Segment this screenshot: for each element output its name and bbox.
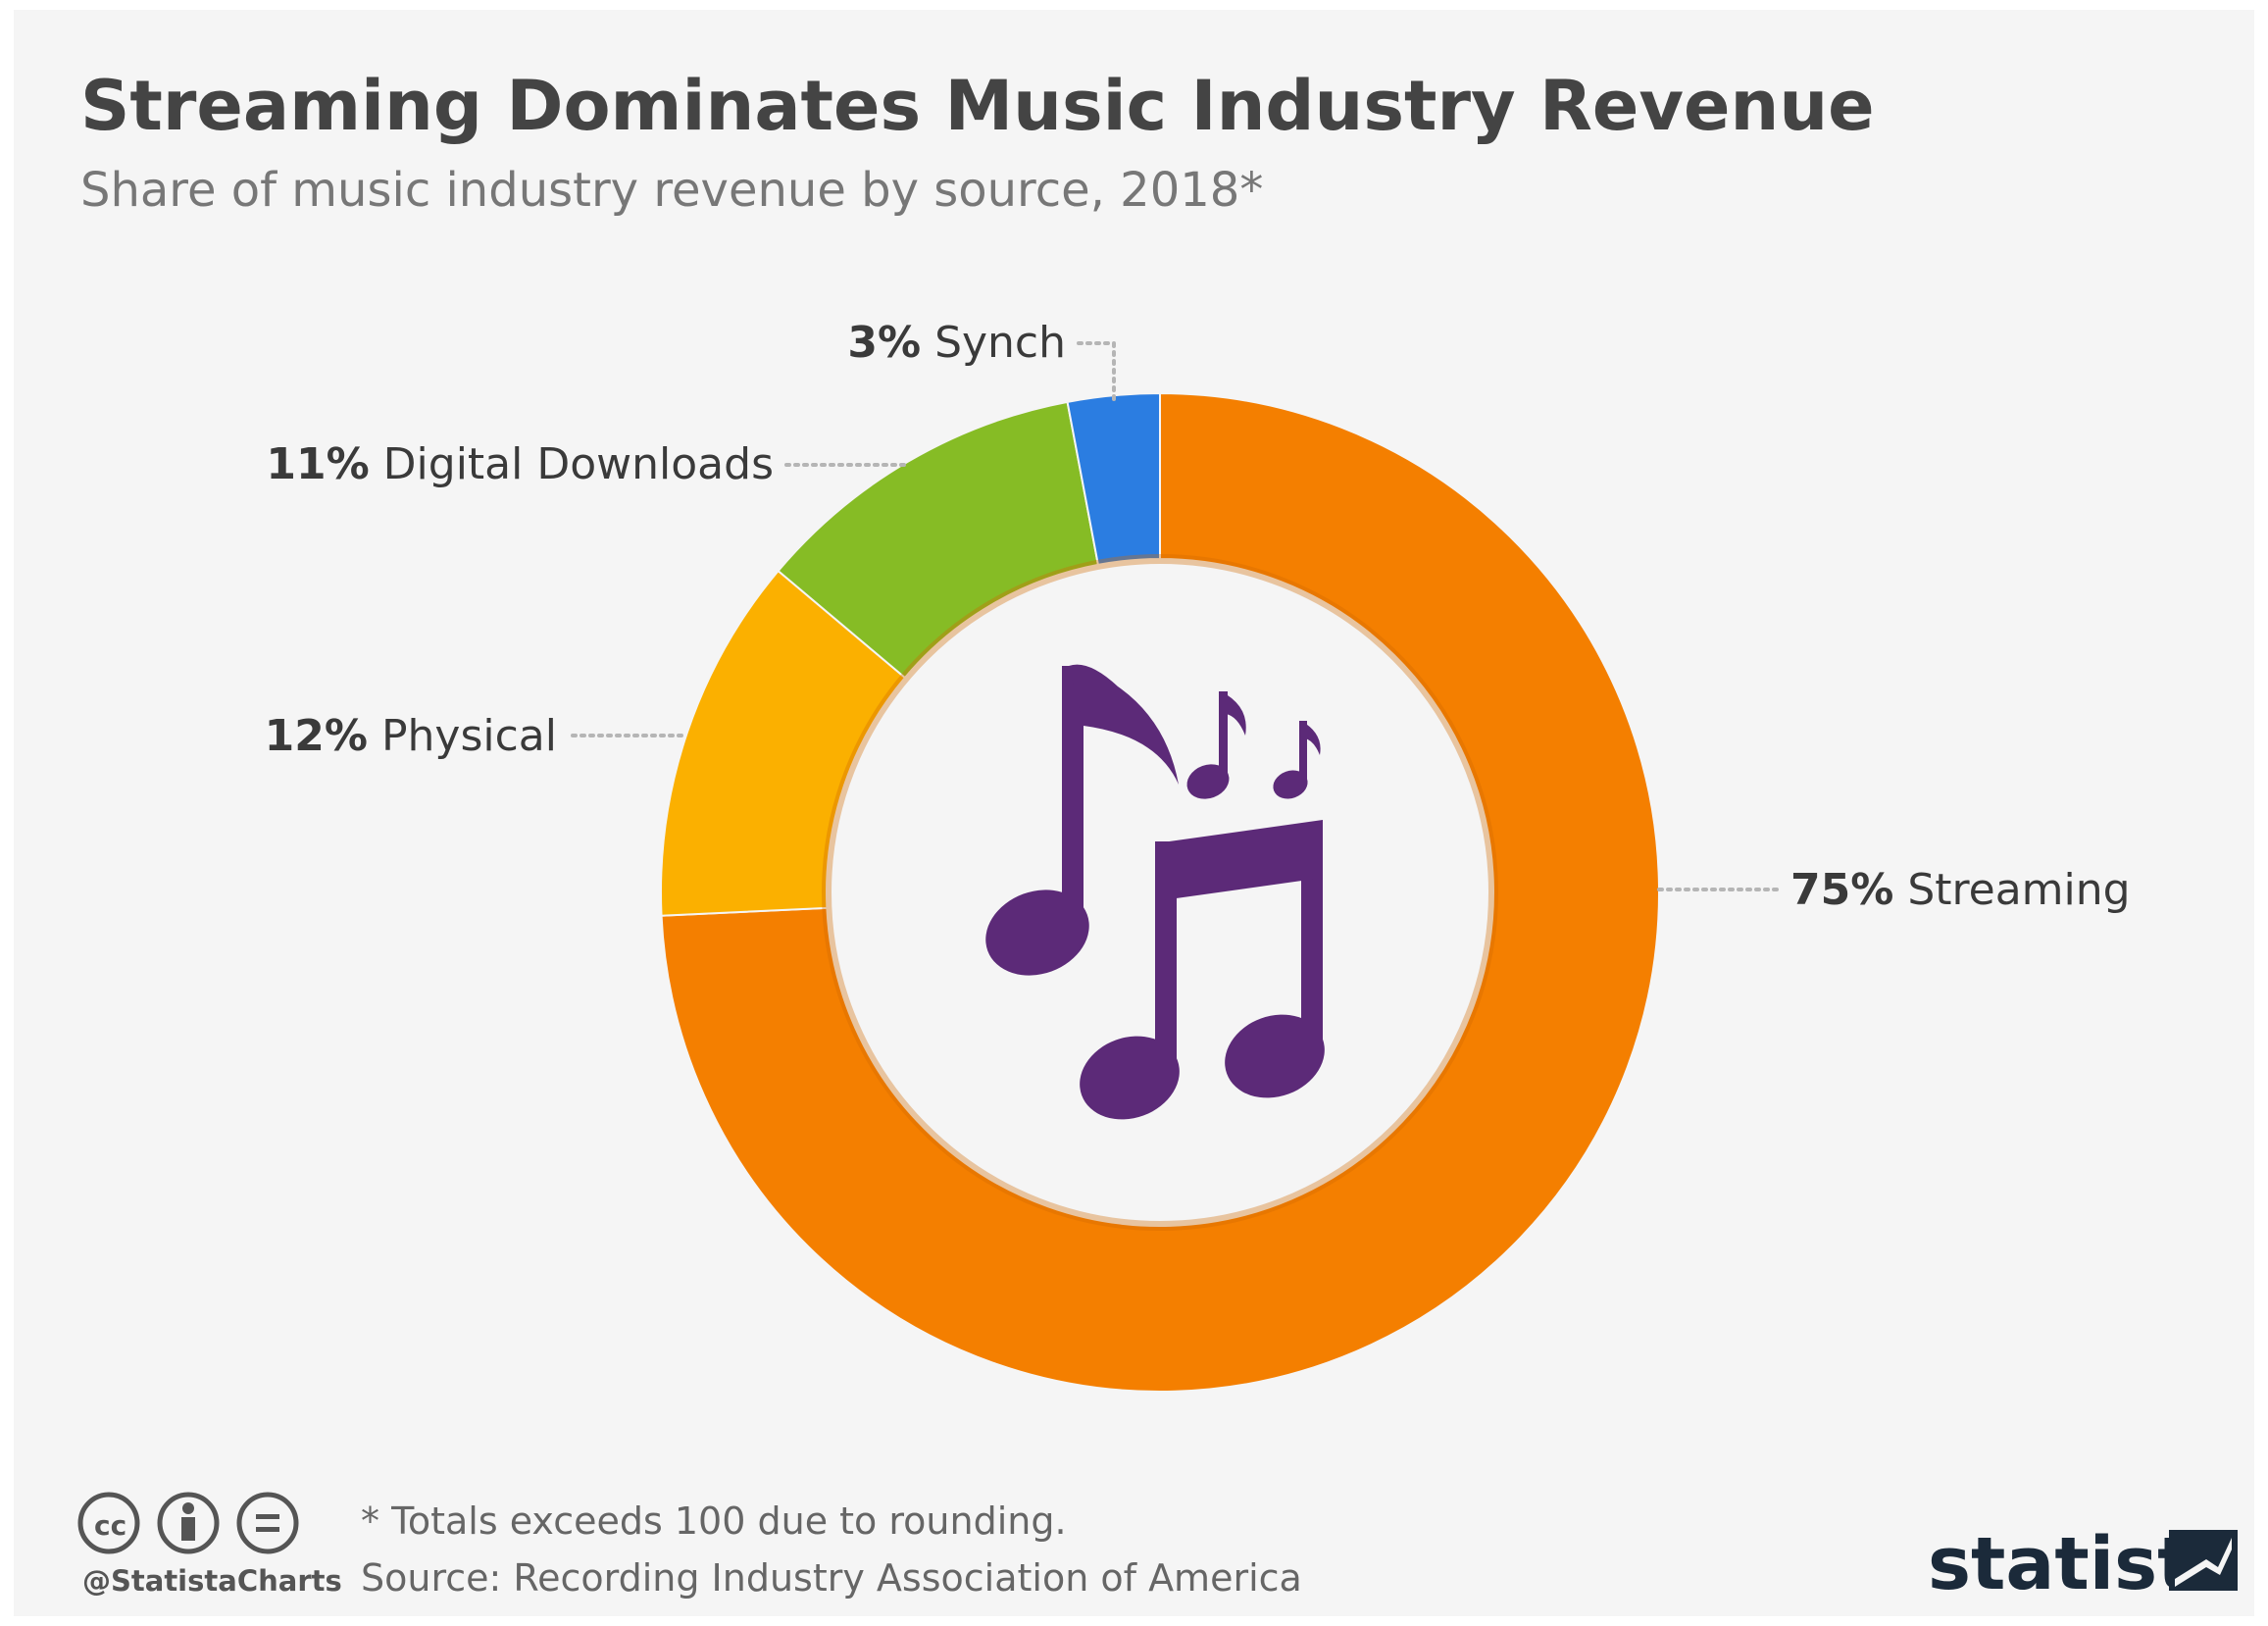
donut [660,391,1660,1393]
license-glyphs [181,1502,279,1541]
chart-subtitle: Share of music industry revenue by sourc… [80,163,1263,218]
category-label: Streaming [1907,865,2130,915]
value-label: 3% [847,318,921,368]
gap [921,318,934,368]
leader-line [1077,341,1116,402]
value-label: 11% [266,439,369,489]
value-label: 12% [265,711,368,761]
category-label: Synch [934,318,1066,368]
gap [368,711,381,761]
data-label: 12% Physical [265,711,557,761]
cc-icon-text: cc [94,1509,126,1542]
inner-shadow [822,554,1498,1231]
gap [1893,865,1907,915]
note: * Totals exceeds 100 due to rounding. [361,1499,1067,1543]
brand-logo [2169,1530,2238,1591]
slice [660,391,1660,1393]
value-label: 75% [1790,865,1893,915]
license-icons [77,1492,299,1554]
credit: @StatistaCharts [82,1564,342,1598]
source: Source: Recording Industry Association o… [361,1556,1302,1600]
labels: 75% Streaming 12% Physical 11% Digital Dow… [265,318,2131,915]
data-label: 11% Digital Downloads [266,439,774,489]
data-label: 75% Streaming [1790,865,2131,915]
category-label: Physical [381,711,557,761]
data-label: 3% Synch [847,318,1066,368]
chart-title: Streaming Dominates Music Industry Reven… [80,66,1875,146]
category-label: Digital Downloads [383,439,774,489]
gap [370,439,383,489]
music-icon [985,664,1325,1120]
slice [1066,391,1161,567]
